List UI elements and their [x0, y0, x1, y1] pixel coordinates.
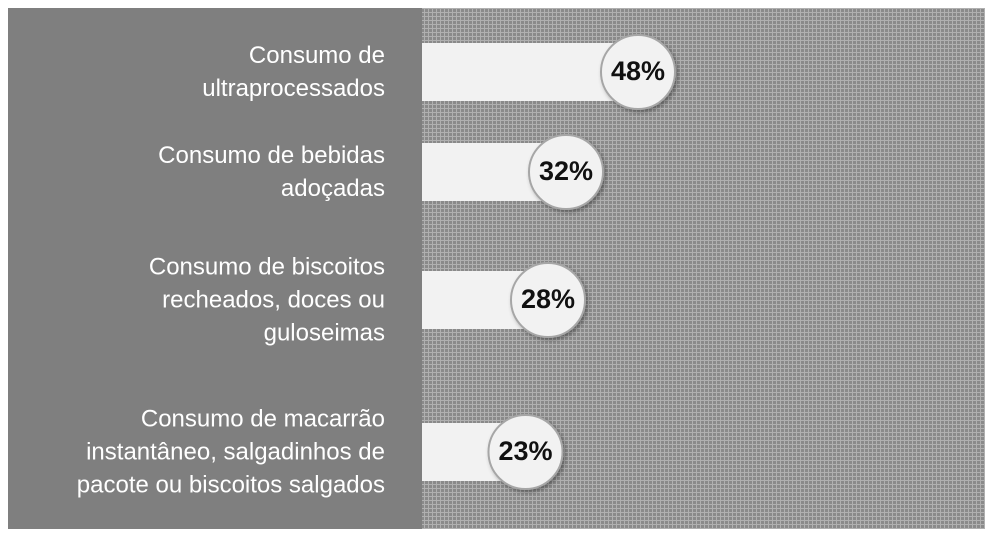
value-badge: [510, 262, 586, 338]
value-label: 32%: [539, 156, 593, 186]
value-badge: [528, 134, 604, 210]
label-panel: [8, 8, 422, 529]
category-label: Consumo de macarrão instantâneo, salgadi…: [76, 405, 385, 499]
value-badge: [600, 34, 676, 110]
value-label: 23%: [498, 436, 552, 466]
category-label: Consumo de bebidas adoçadas: [158, 142, 385, 202]
category-label: Consumo de biscoitos recheados, doces ou…: [148, 253, 385, 347]
value-badge: [487, 414, 564, 490]
value-label: 48%: [611, 56, 665, 86]
category-label: Consumo de ultraprocessados: [202, 42, 385, 102]
value-label: 28%: [521, 284, 575, 314]
